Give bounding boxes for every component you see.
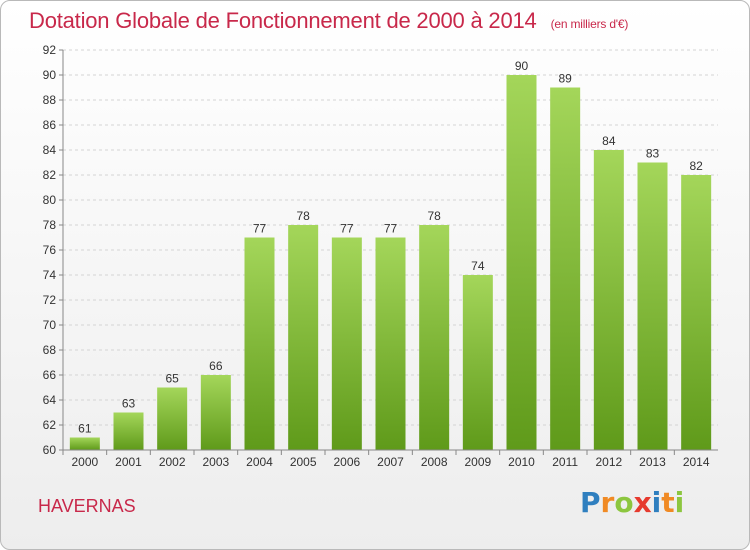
proxiti-logo: Proxiti bbox=[580, 486, 684, 519]
y-tick-label: 64 bbox=[43, 393, 57, 407]
x-tick-label: 2014 bbox=[683, 455, 710, 469]
x-tick-label: 2006 bbox=[333, 455, 360, 469]
bar-value-label: 78 bbox=[296, 209, 310, 223]
bar-value-label: 89 bbox=[558, 72, 572, 86]
y-tick-label: 76 bbox=[43, 243, 57, 257]
bar-value-label: 65 bbox=[165, 372, 179, 386]
city-name: HAVERNAS bbox=[38, 496, 136, 516]
bar-value-label: 82 bbox=[689, 159, 703, 173]
bar-value-label: 77 bbox=[384, 222, 398, 236]
bar-2003 bbox=[200, 375, 231, 450]
y-tick-label: 90 bbox=[43, 68, 57, 82]
axes: 60 62 64 66 68 70 72 74 76 78 80 82 84 86 88 90 92 2000 20… bbox=[43, 43, 718, 469]
bar-2004 bbox=[244, 237, 275, 450]
bar-value-label: 61 bbox=[78, 422, 92, 436]
y-tick-label: 74 bbox=[43, 268, 57, 282]
y-tick-label: 84 bbox=[43, 143, 57, 157]
bar-2005 bbox=[288, 225, 319, 450]
bar-2014 bbox=[681, 175, 712, 450]
bar-value-label: 74 bbox=[471, 259, 485, 273]
bar-value-label: 77 bbox=[253, 222, 267, 236]
logo-letter: r bbox=[600, 486, 615, 519]
y-tick-label: 78 bbox=[43, 218, 57, 232]
bar-2007 bbox=[375, 237, 406, 450]
y-tick-label: 60 bbox=[43, 443, 57, 457]
bar-2001 bbox=[113, 412, 144, 450]
y-tick-label: 62 bbox=[43, 418, 57, 432]
bar-value-label: 90 bbox=[515, 59, 529, 73]
bar-value-label: 77 bbox=[340, 222, 354, 236]
bar-2006 bbox=[331, 237, 362, 450]
bar-value-label: 63 bbox=[122, 397, 136, 411]
bar-value-label: 78 bbox=[427, 209, 441, 223]
logo-letter: i bbox=[651, 486, 662, 519]
bar-2010 bbox=[506, 75, 537, 450]
y-tick-label: 80 bbox=[43, 193, 57, 207]
y-tick-label: 72 bbox=[43, 293, 57, 307]
x-tick-label: 2011 bbox=[552, 455, 578, 469]
bar-2000 bbox=[69, 437, 100, 450]
x-tick-label: 2003 bbox=[202, 455, 229, 469]
y-tick-label: 88 bbox=[43, 93, 57, 107]
bar-2012 bbox=[593, 150, 624, 450]
x-tick-label: 2000 bbox=[71, 455, 98, 469]
logo-letter: o bbox=[614, 486, 634, 519]
x-tick-label: 2008 bbox=[421, 455, 448, 469]
bar-2009 bbox=[462, 275, 493, 450]
bar-2008 bbox=[419, 225, 450, 450]
y-tick-label: 86 bbox=[43, 118, 57, 132]
chart-subtitle: (en milliers d'€) bbox=[550, 17, 629, 31]
x-tick-label: 2012 bbox=[595, 455, 622, 469]
x-tick-label: 2004 bbox=[246, 455, 273, 469]
bar-value-label: 84 bbox=[602, 134, 616, 148]
logo-letter: P bbox=[580, 486, 601, 519]
y-tick-label: 66 bbox=[43, 368, 57, 382]
x-tick-label: 2007 bbox=[377, 455, 404, 469]
x-tick-label: 2013 bbox=[639, 455, 666, 469]
bar-2013 bbox=[637, 162, 668, 450]
x-tick-label: 2002 bbox=[159, 455, 186, 469]
chart-title-text: Dotation Globale de Fonctionnement de 20… bbox=[29, 8, 537, 33]
x-tick-label: 2009 bbox=[464, 455, 491, 469]
x-tick-label: 2010 bbox=[508, 455, 535, 469]
bar-value-label: 66 bbox=[209, 359, 223, 373]
x-tick-label: 2005 bbox=[290, 455, 317, 469]
y-tick-label: 82 bbox=[43, 168, 57, 182]
y-tick-label: 70 bbox=[43, 318, 57, 332]
x-tick-label: 2001 bbox=[115, 455, 142, 469]
logo-letter: t bbox=[661, 486, 675, 519]
bars: 61 63 65 66 77 78 77 77 78 74 90 89 84 83 82 bbox=[69, 59, 712, 450]
logo-letter: x bbox=[633, 486, 652, 519]
bar-2011 bbox=[550, 87, 581, 450]
chart-title: Dotation Globale de Fonctionnement de 20… bbox=[29, 8, 628, 34]
y-tick-label: 92 bbox=[43, 43, 57, 57]
y-tick-label: 68 bbox=[43, 343, 57, 357]
logo-letter: i bbox=[674, 486, 685, 519]
bar-value-label: 83 bbox=[646, 147, 660, 161]
bar-2002 bbox=[157, 387, 188, 450]
